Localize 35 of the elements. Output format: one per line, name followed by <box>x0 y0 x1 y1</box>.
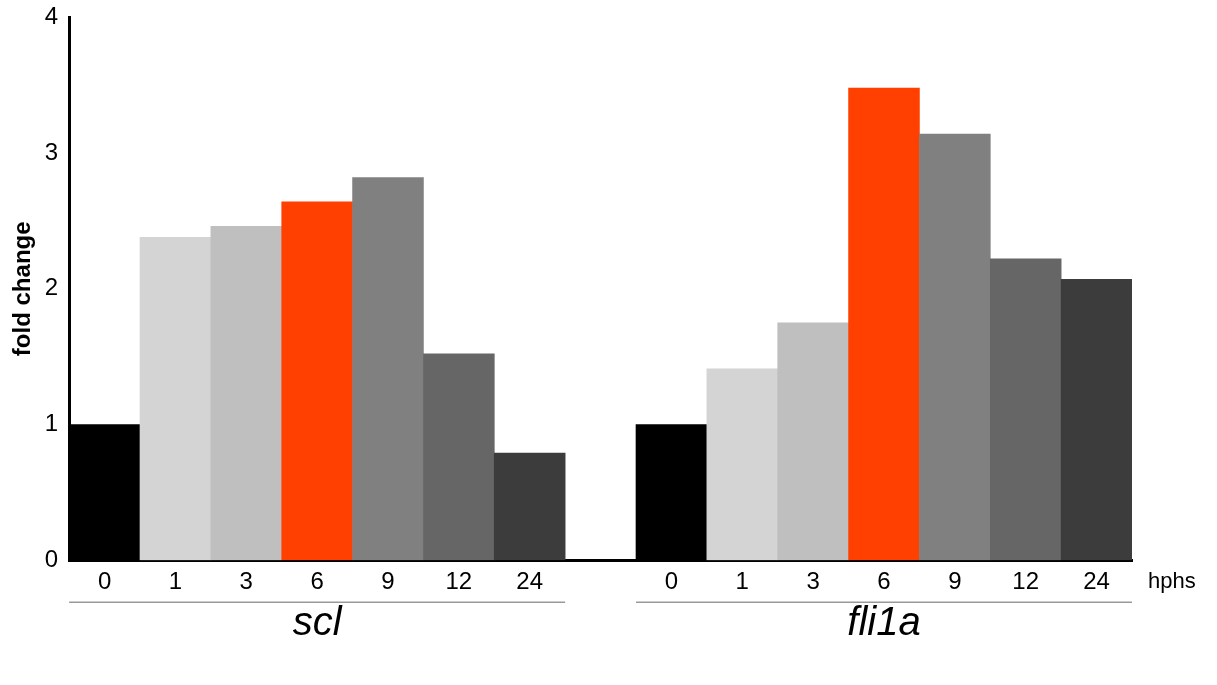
x-tick-label: 0 <box>97 567 112 595</box>
x-tick-label: 24 <box>516 567 544 595</box>
x-tick-label: 12 <box>445 567 473 595</box>
x-tick-label: 1 <box>735 567 749 595</box>
bar <box>1060 278 1132 561</box>
y-tick-label: 1 <box>44 409 59 437</box>
x-tick-label: 24 <box>1083 567 1110 595</box>
bar <box>919 133 991 561</box>
x-tick-label: 9 <box>381 567 395 595</box>
x-tick-label: 3 <box>806 567 820 595</box>
x-tick-label: 0 <box>664 567 679 595</box>
bar <box>848 87 920 561</box>
bar <box>493 452 566 561</box>
x-tick-label: 6 <box>877 567 891 595</box>
x-tick-label: 9 <box>948 567 962 595</box>
bar <box>706 368 779 561</box>
text: scl <box>292 599 343 644</box>
x-tick-label: 6 <box>310 567 324 595</box>
text: fli1a <box>847 599 921 644</box>
y-tick-label: 3 <box>44 137 59 165</box>
bar <box>210 226 283 561</box>
bar <box>777 322 849 561</box>
x-tick-label: 1 <box>168 567 183 595</box>
y-tick-label: 2 <box>44 273 59 301</box>
x-tick-label: 12 <box>1012 567 1040 595</box>
bar <box>352 177 424 561</box>
bar <box>989 258 1062 561</box>
x-axis-title: hphs <box>1148 568 1196 594</box>
y-tick-label: 4 <box>44 2 59 30</box>
y-axis-title: fold change <box>8 221 36 357</box>
bar <box>423 353 495 561</box>
bar <box>139 236 212 561</box>
bar <box>281 201 353 561</box>
x-tick-label: 3 <box>239 567 253 595</box>
y-tick-label: 0 <box>44 544 59 572</box>
